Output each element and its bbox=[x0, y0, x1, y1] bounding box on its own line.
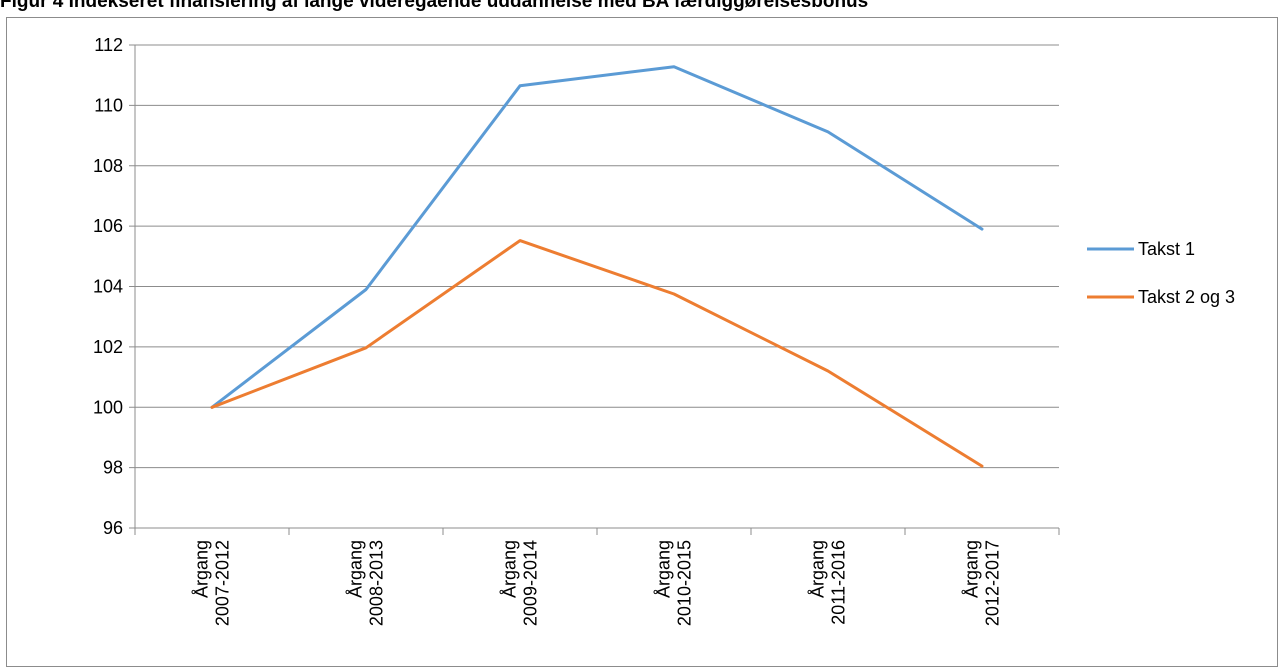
x-tick-label: Årgang 2007-2012 bbox=[192, 540, 233, 626]
x-tick-label-line: Årgang bbox=[962, 540, 982, 598]
x-tick-label: Årgang 2009-2014 bbox=[500, 540, 541, 626]
legend-label: Takst 2 og 3 bbox=[1138, 287, 1235, 307]
x-tick-label-line: Årgang bbox=[500, 540, 520, 598]
series-line-2 bbox=[210, 239, 984, 468]
series-lines bbox=[210, 65, 984, 468]
x-tick-label-line: Årgang bbox=[192, 540, 212, 598]
x-axis-tick-labels: Årgang 2007-2012 Årgang 2008-2013 Årgang 2009… bbox=[192, 540, 1003, 626]
figure-title: Figur 4 Indekseret finansiering af lange… bbox=[0, 0, 869, 12]
legend: Takst 1 Takst 2 og 3 bbox=[1087, 239, 1235, 307]
x-tick-label-line: 2012-2017 bbox=[983, 540, 1003, 626]
y-tick-label: 106 bbox=[93, 216, 123, 236]
y-tick-label: 104 bbox=[93, 277, 123, 297]
axes bbox=[129, 44, 1060, 535]
x-tick-label-line: 2011-2016 bbox=[829, 540, 849, 625]
y-tick-label: 100 bbox=[93, 397, 123, 417]
x-tick-label: Årgang 2011-2016 bbox=[808, 540, 849, 625]
legend-item: Takst 2 og 3 bbox=[1087, 287, 1235, 307]
y-tick-label: 110 bbox=[94, 95, 123, 115]
x-tick-label-line: 2007-2012 bbox=[213, 540, 233, 626]
x-tick-label-line: Årgang bbox=[654, 540, 674, 598]
y-axis-tick-labels: 96 98 100 102 104 106 108 110 112 bbox=[93, 35, 123, 538]
legend-item: Takst 1 bbox=[1087, 239, 1195, 259]
series-line-1 bbox=[210, 65, 984, 409]
x-tick-label-line: 2009-2014 bbox=[521, 540, 541, 626]
x-tick-label: Årgang 2010-2015 bbox=[654, 540, 695, 626]
y-tick-label: 96 bbox=[103, 518, 123, 538]
gridlines bbox=[135, 44, 1059, 529]
y-tick-label: 98 bbox=[103, 458, 123, 478]
y-tick-label: 112 bbox=[94, 35, 123, 55]
legend-label: Takst 1 bbox=[1138, 239, 1195, 259]
x-tick-label: Årgang 2008-2013 bbox=[346, 540, 387, 626]
y-tick-label: 102 bbox=[93, 337, 123, 357]
x-tick-label-line: 2008-2013 bbox=[367, 540, 387, 626]
y-tick-label: 108 bbox=[93, 156, 123, 176]
x-tick-label-line: Årgang bbox=[346, 540, 366, 598]
x-tick-label-line: Årgang bbox=[808, 540, 828, 598]
x-tick-label-line: 2010-2015 bbox=[675, 540, 695, 626]
x-tick-label: Årgang 2012-2017 bbox=[962, 540, 1003, 626]
chart-frame bbox=[6, 17, 1278, 667]
